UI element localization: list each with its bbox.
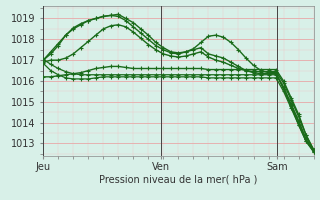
X-axis label: Pression niveau de la mer( hPa ): Pression niveau de la mer( hPa ) bbox=[99, 174, 258, 184]
